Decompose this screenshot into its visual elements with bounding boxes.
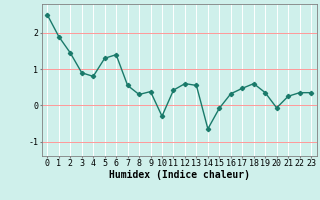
X-axis label: Humidex (Indice chaleur): Humidex (Indice chaleur) [109, 170, 250, 180]
